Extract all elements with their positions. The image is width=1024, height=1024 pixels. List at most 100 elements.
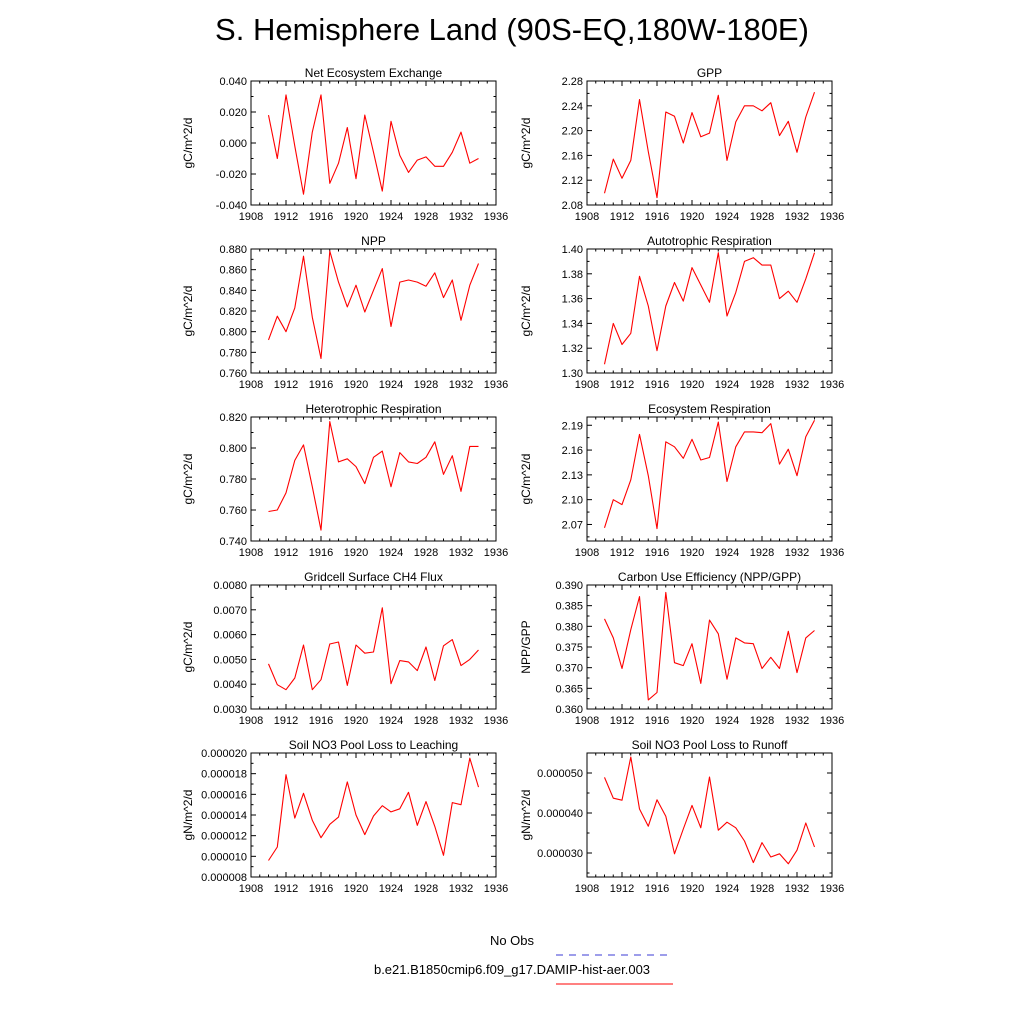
ecosystem-respiration-title: Ecosystem Respiration [648,402,771,416]
npp-series-line [267,250,480,360]
gridcell-surface-ch4-flux-x-tick-label: 1908 [239,715,263,727]
soil-no3-pool-loss-to-leaching-frame [250,752,497,878]
net-ecosystem-exchange-title: Net Ecosystem Exchange [305,66,443,80]
soil-no3-pool-loss-to-runoff-x-tick-label: 1936 [820,883,844,895]
carbon-use-efficiency-npp-gpp-y-tick-label: 0.360 [555,704,583,716]
npp-x-tick-label: 1936 [484,379,508,391]
gridcell-surface-ch4-flux-frame [250,584,497,710]
ecosystem-respiration-y-tick-label: 2.19 [562,420,583,432]
net-ecosystem-exchange-x-tick-label: 1924 [379,211,403,223]
ecosystem-respiration-panel: 1908 1912 1916 1920 1924 1928 1932 1936 2.07 2.10… [519,402,844,559]
net-ecosystem-exchange-x-tick-label: 1908 [239,211,263,223]
gpp-y-tick-label: 2.08 [562,200,583,212]
heterotrophic-respiration-frame [250,416,497,542]
npp-x-tick-label: 1928 [414,379,438,391]
gridcell-surface-ch4-flux-panel: 1908 1912 1916 1920 1924 1928 1932 1936 0.0030 0.… [181,570,508,727]
autotrophic-respiration-y-tick-label: 1.32 [562,343,583,355]
carbon-use-efficiency-npp-gpp-x-tick-label: 1924 [715,715,739,727]
autotrophic-respiration-frame [586,248,833,374]
heterotrophic-respiration-x-tick-label: 1924 [379,547,403,559]
net-ecosystem-exchange-frame [250,80,497,206]
gridcell-surface-ch4-flux-x-tick-label: 1912 [274,715,298,727]
autotrophic-respiration-x-tick-label: 1936 [820,379,844,391]
net-ecosystem-exchange-x-tick-label: 1928 [414,211,438,223]
npp-x-tick-label: 1920 [344,379,368,391]
soil-no3-pool-loss-to-runoff-x-tick-label: 1912 [610,883,634,895]
soil-no3-pool-loss-to-runoff-x-tick-label: 1916 [645,883,669,895]
gpp-title: GPP [697,66,722,80]
net-ecosystem-exchange-y-tick-label: 0.020 [219,107,247,119]
net-ecosystem-exchange-y-tick-label: 0.000 [219,138,247,150]
gridcell-surface-ch4-flux-title: Gridcell Surface CH4 Flux [304,570,443,584]
npp-x-tick-label: 1916 [309,379,333,391]
net-ecosystem-exchange-y-tick-label: 0.040 [219,76,247,88]
soil-no3-pool-loss-to-leaching-y-tick-label: 0.000008 [201,872,247,884]
autotrophic-respiration-y-tick-label: 1.34 [562,318,583,330]
gpp-x-tick-label: 1932 [785,211,809,223]
net-ecosystem-exchange-x-tick-label: 1912 [274,211,298,223]
soil-no3-pool-loss-to-leaching-y-tick-label: 0.000012 [201,831,247,843]
heterotrophic-respiration-x-tick-label: 1912 [274,547,298,559]
carbon-use-efficiency-npp-gpp-y-tick-label: 0.385 [555,601,583,613]
soil-no3-pool-loss-to-leaching-y-tick-label: 0.000014 [201,810,247,822]
ecosystem-respiration-x-tick-label: 1912 [610,547,634,559]
ecosystem-respiration-y-tick-label: 2.16 [562,445,583,457]
gpp-x-tick-label: 1924 [715,211,739,223]
autotrophic-respiration-series-line [603,252,816,365]
soil-no3-pool-loss-to-runoff-x-tick-label: 1924 [715,883,739,895]
gridcell-surface-ch4-flux-x-tick-label: 1924 [379,715,403,727]
gridcell-surface-ch4-flux-y-tick-label: 0.0060 [213,630,247,642]
soil-no3-pool-loss-to-leaching-y-tick-label: 0.000010 [201,851,247,863]
soil-no3-pool-loss-to-leaching-x-tick-label: 1928 [414,883,438,895]
gpp-series-line [603,92,816,199]
net-ecosystem-exchange-y-axis-label: gC/m^2/d [181,118,195,169]
gpp-x-tick-label: 1916 [645,211,669,223]
carbon-use-efficiency-npp-gpp-panel: 1908 1912 1916 1920 1924 1928 1932 1936 0.360 0.3… [519,570,844,727]
net-ecosystem-exchange-x-tick-label: 1920 [344,211,368,223]
carbon-use-efficiency-npp-gpp-x-tick-label: 1936 [820,715,844,727]
ecosystem-respiration-frame [586,416,833,542]
gridcell-surface-ch4-flux-y-tick-label: 0.0080 [213,580,247,592]
gridcell-surface-ch4-flux-y-tick-label: 0.0050 [213,654,247,666]
npp-y-tick-label: 0.840 [219,285,247,297]
gpp-y-tick-label: 2.24 [562,101,583,113]
heterotrophic-respiration-y-tick-label: 0.740 [219,536,247,548]
legend [556,954,673,985]
gridcell-surface-ch4-flux-y-tick-label: 0.0030 [213,704,247,716]
gpp-x-tick-label: 1920 [680,211,704,223]
heterotrophic-respiration-x-tick-label: 1908 [239,547,263,559]
soil-no3-pool-loss-to-leaching-x-tick-label: 1908 [239,883,263,895]
soil-no3-pool-loss-to-leaching-y-tick-label: 0.000018 [201,769,247,781]
autotrophic-respiration-y-tick-label: 1.40 [562,244,583,256]
ecosystem-respiration-x-tick-label: 1928 [750,547,774,559]
npp-x-tick-label: 1932 [449,379,473,391]
soil-no3-pool-loss-to-runoff-x-tick-label: 1932 [785,883,809,895]
npp-panel: 1908 1912 1916 1920 1924 1928 1932 1936 0.760 0.7… [181,234,508,391]
soil-no3-pool-loss-to-runoff-y-tick-label: 0.000030 [537,848,583,860]
heterotrophic-respiration-x-tick-label: 1932 [449,547,473,559]
soil-no3-pool-loss-to-leaching-x-tick-label: 1920 [344,883,368,895]
soil-no3-pool-loss-to-runoff-y-axis-label: gN/m^2/d [519,790,533,841]
npp-y-tick-label: 0.820 [219,306,247,318]
soil-no3-pool-loss-to-leaching-panel: 1908 1912 1916 1920 1924 1928 1932 1936 0.000008… [181,738,508,895]
gridcell-surface-ch4-flux-series-line [267,607,479,691]
net-ecosystem-exchange-x-tick-label: 1936 [484,211,508,223]
heterotrophic-respiration-y-tick-label: 0.760 [219,505,247,517]
ecosystem-respiration-y-tick-label: 2.13 [562,470,583,482]
heterotrophic-respiration-panel: 1908 1912 1916 1920 1924 1928 1932 1936 0.740 0.7… [181,402,508,559]
autotrophic-respiration-x-tick-label: 1928 [750,379,774,391]
autotrophic-respiration-y-tick-label: 1.38 [562,269,583,281]
autotrophic-respiration-x-tick-label: 1916 [645,379,669,391]
npp-y-axis-label: gC/m^2/d [181,286,195,337]
gpp-panel: 1908 1912 1916 1920 1924 1928 1932 1936 2.08 2.12… [519,66,844,223]
npp-y-tick-label: 0.760 [219,368,247,380]
npp-x-tick-label: 1924 [379,379,403,391]
ecosystem-respiration-x-tick-label: 1924 [715,547,739,559]
carbon-use-efficiency-npp-gpp-x-tick-label: 1912 [610,715,634,727]
npp-y-tick-label: 0.800 [219,327,247,339]
carbon-use-efficiency-npp-gpp-x-tick-label: 1908 [575,715,599,727]
ecosystem-respiration-x-tick-label: 1932 [785,547,809,559]
carbon-use-efficiency-npp-gpp-y-axis-label: NPP/GPP [519,620,533,673]
carbon-use-efficiency-npp-gpp-y-tick-label: 0.375 [555,642,583,654]
